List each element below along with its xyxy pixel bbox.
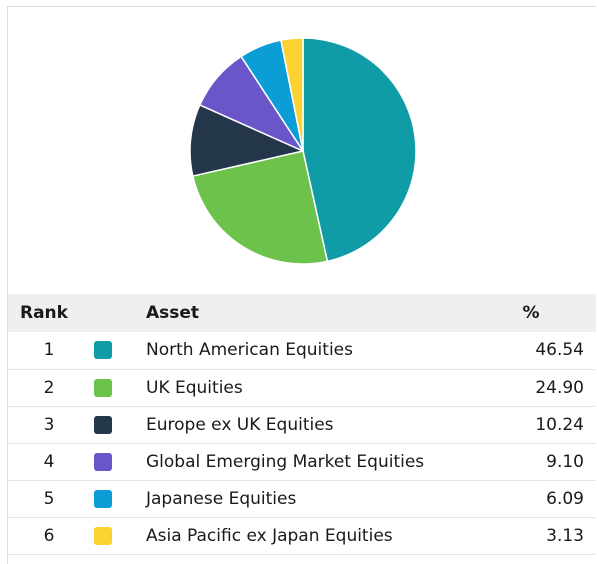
pie-slice-6 (280, 37, 304, 152)
asset-cell: Japanese Equities (146, 488, 297, 509)
rank-cell: 6 (43, 525, 55, 546)
color-swatch (94, 452, 112, 471)
header-rank: Rank (20, 303, 68, 323)
table-row: 5 Japanese Equities 6.09 (8, 480, 596, 517)
pie-slice-3 (189, 104, 304, 177)
percent-cell: 6.09 (546, 488, 584, 509)
pie-chart-svg (189, 37, 417, 265)
rank-cell: 1 (43, 340, 55, 361)
legend-swatch (90, 332, 146, 369)
legend-swatch (90, 406, 146, 443)
table-row: 3 Europe ex UK Equities 10.24 (8, 406, 596, 443)
color-swatch (94, 378, 112, 397)
color-swatch (94, 341, 112, 360)
table-row: 4 Global Emerging Market Equities 9.10 (8, 443, 596, 480)
rank-cell: 2 (43, 377, 55, 398)
pie-chart (183, 31, 423, 271)
percent-cell: 3.13 (546, 525, 584, 546)
legend-swatch (90, 480, 146, 517)
table-row: 6 Asia Pacific ex Japan Equities 3.13 (8, 517, 596, 554)
percent-cell: 24.90 (535, 377, 584, 398)
asset-cell: Global Emerging Market Equities (146, 451, 425, 472)
asset-cell: Asia Pacific ex Japan Equities (146, 525, 393, 546)
legend-swatch (90, 369, 146, 406)
pie-slice-1 (302, 37, 417, 263)
color-swatch (94, 526, 112, 545)
header-asset: Asset (146, 303, 200, 323)
asset-cell: Europe ex UK Equities (146, 414, 334, 435)
rank-cell: 3 (43, 414, 55, 435)
legend-swatch (90, 443, 146, 480)
header-percent: % (522, 303, 540, 323)
rank-cell: 5 (43, 488, 55, 509)
legend-swatch (90, 517, 146, 554)
table-row: 1 North American Equities 46.54 (8, 332, 596, 369)
rank-cell: 4 (43, 451, 55, 472)
color-swatch (94, 415, 112, 434)
asset-cell: North American Equities (146, 340, 353, 361)
pie-slice-2 (192, 150, 329, 265)
percent-cell: 46.54 (535, 340, 584, 361)
color-swatch (94, 489, 112, 508)
table-row: 2 UK Equities 24.90 (8, 369, 596, 406)
percent-cell: 9.10 (546, 451, 584, 472)
percent-cell: 10.24 (535, 414, 584, 435)
table-header-row: Rank Asset % (8, 294, 596, 332)
allocation-table: Rank Asset % 1 North American Equities 4… (8, 294, 596, 555)
asset-cell: UK Equities (146, 377, 243, 398)
header-swatch (90, 294, 146, 332)
